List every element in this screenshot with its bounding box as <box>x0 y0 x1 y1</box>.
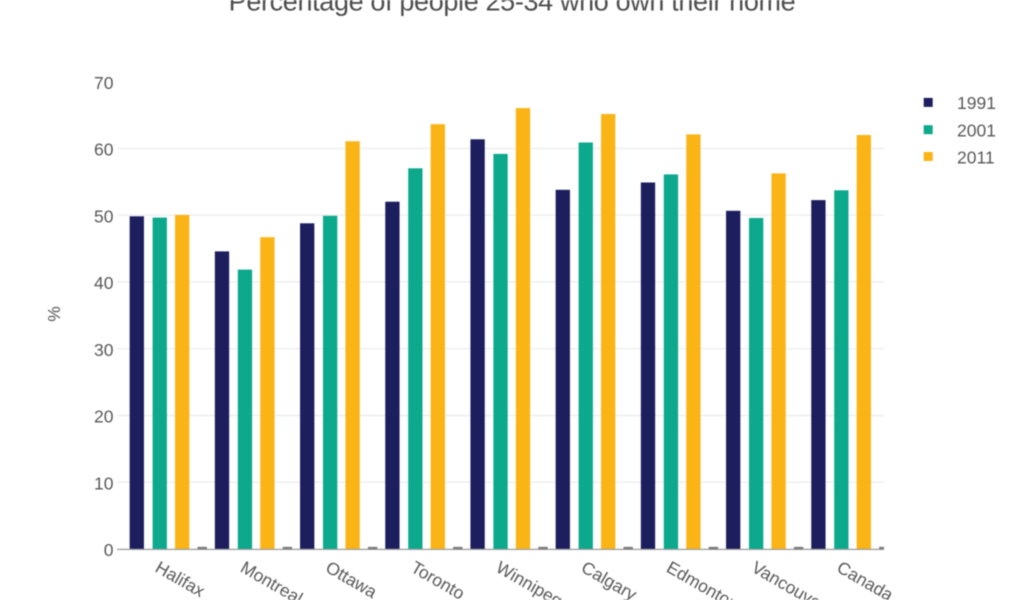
svg-text:50: 50 <box>94 206 114 226</box>
svg-text:%: % <box>44 306 64 322</box>
svg-text:2011: 2011 <box>957 147 995 167</box>
svg-text:2001: 2001 <box>957 121 996 141</box>
svg-text:40: 40 <box>94 273 114 293</box>
svg-text:Percentage of people 25-34 who: Percentage of people 25-34 who own their… <box>229 0 796 17</box>
svg-text:60: 60 <box>94 140 114 160</box>
svg-text:10: 10 <box>94 473 114 493</box>
svg-text:70: 70 <box>94 73 114 93</box>
svg-text:20: 20 <box>94 407 114 427</box>
svg-text:30: 30 <box>94 340 114 360</box>
svg-text:1991: 1991 <box>957 93 996 113</box>
svg-text:0: 0 <box>104 540 114 560</box>
